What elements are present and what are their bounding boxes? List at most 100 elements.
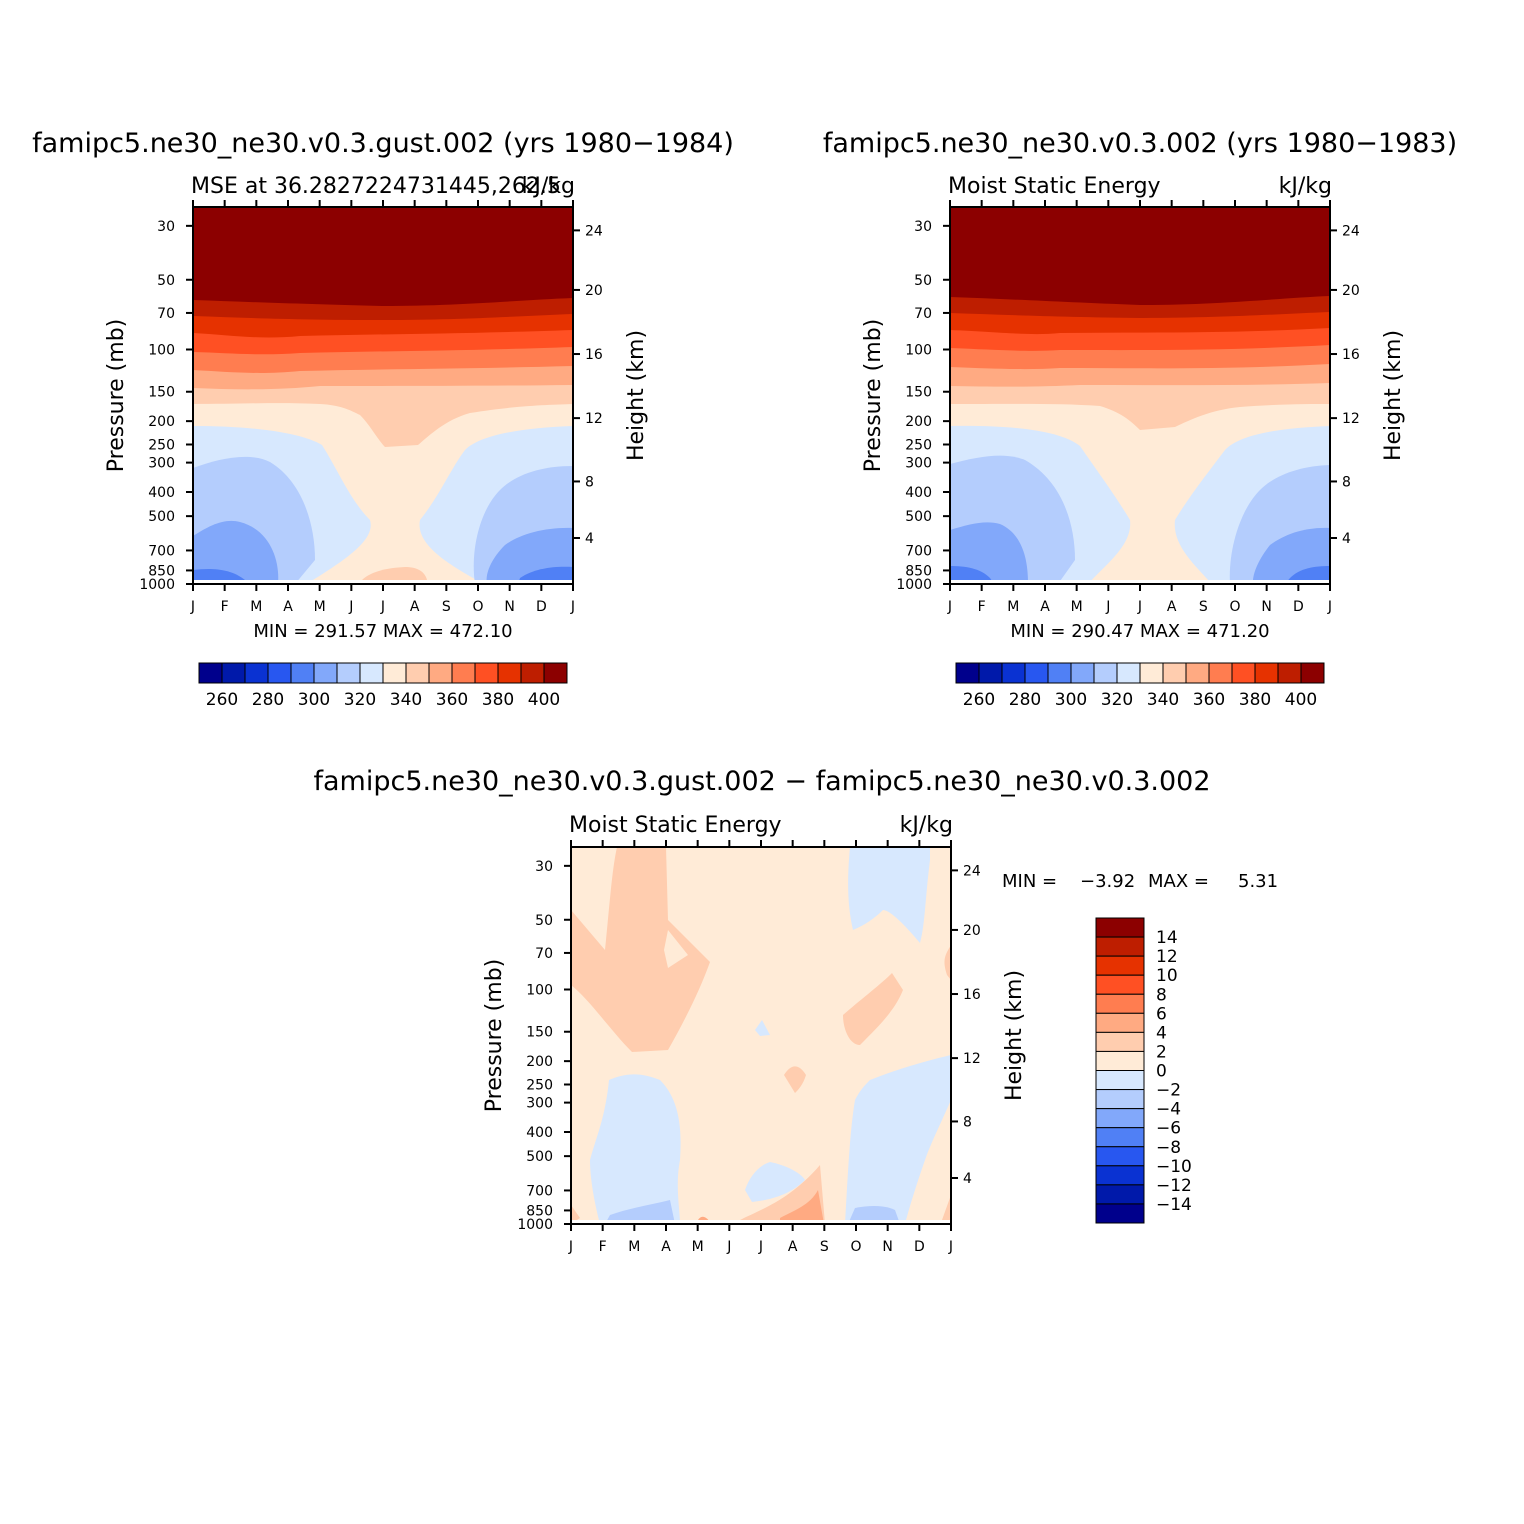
colorbar-box [1095, 1050, 1145, 1071]
panel-2: famipc5.ne30_ne30.v0.3.002 (yrs 1980−198… [823, 128, 1457, 710]
y-right-tick-label: 16 [963, 987, 981, 1003]
panel-3-right-label: kJ/kg [900, 813, 953, 838]
panel-1-colorbar: 260 280 300 320 340 360 380 400 [198, 662, 568, 710]
x-tick-label: M [314, 599, 326, 615]
y-right-tick-label: 16 [1342, 347, 1360, 363]
x-tick-label: O [472, 599, 483, 615]
panel-1-right-label: kJ/kg [522, 174, 575, 199]
y-tick-label: 150 [148, 385, 175, 401]
y-tick-label: 50 [157, 273, 175, 289]
x-tick-label: J [190, 599, 195, 615]
colorbar-box [451, 662, 476, 684]
colorbar-label: 14 [1156, 928, 1178, 948]
panel-1-stats: MIN = 291.57 MAX = 472.10 [253, 621, 512, 642]
y-axis-label: Pressure (mb) [861, 319, 886, 473]
x-tick-label: J [348, 599, 353, 615]
colorbar-label: −10 [1156, 1157, 1192, 1177]
colorbar-label: 400 [1285, 690, 1317, 710]
y-tick-label: 700 [526, 1183, 553, 1199]
x-tick-label: J [1105, 599, 1110, 615]
x-tick-label: D [914, 1239, 925, 1255]
colorbar-label: 260 [206, 690, 238, 710]
x-tick-label: M [692, 1239, 704, 1255]
y-tick-label: 100 [148, 343, 175, 359]
x-tick-label: N [504, 599, 514, 615]
y-right-tick-label: 4 [963, 1171, 972, 1187]
y-tick-label: 700 [905, 543, 932, 559]
y-tick-label: 200 [905, 414, 932, 430]
y-tick-label: 70 [914, 306, 932, 322]
y-tick-label: 250 [148, 438, 175, 454]
y-tick-label: 30 [157, 219, 175, 235]
colorbar-box [1277, 662, 1302, 684]
contour-fill [848, 1205, 900, 1224]
x-tick-label: J [758, 1239, 763, 1255]
y-tick-label: 100 [905, 343, 932, 359]
y-right-tick-label: 24 [585, 223, 603, 239]
x-tick-label: F [599, 1239, 607, 1255]
contour-fill [848, 847, 930, 943]
colorbar-box [955, 662, 980, 684]
y-right-tick-label: 20 [585, 283, 603, 299]
y-tick-label: 100 [526, 983, 553, 999]
panel-1-title: famipc5.ne30_ne30.v0.3.gust.002 (yrs 198… [32, 128, 734, 159]
x-tick-label: O [1229, 599, 1240, 615]
y-right-tick-label: 20 [1342, 283, 1360, 299]
y-axis-label: Pressure (mb) [104, 319, 129, 473]
contour-fill [605, 1200, 675, 1224]
colorbar-label: −6 [1156, 1119, 1181, 1139]
colorbar-box [1095, 974, 1145, 995]
colorbar-label: 300 [298, 690, 330, 710]
x-tick-label: S [820, 1239, 829, 1255]
y-tick-label: 200 [526, 1054, 553, 1070]
colorbar-box [1047, 662, 1072, 684]
y-tick-label: 1000 [896, 577, 932, 593]
y-right-tick-label: 24 [963, 863, 981, 879]
colorbar-box [1162, 662, 1187, 684]
contour-fill [664, 930, 688, 968]
panel-3-contours [571, 847, 951, 1224]
x-tick-label: F [221, 599, 229, 615]
colorbar-box [1116, 662, 1141, 684]
colorbar-box [1095, 1108, 1145, 1129]
y-tick-label: 700 [148, 543, 175, 559]
x-tick-label: J [570, 599, 575, 615]
colorbar-box [1095, 1089, 1145, 1110]
y-tick-label: 850 [905, 563, 932, 579]
x-tick-label: D [1293, 599, 1304, 615]
colorbar-box [267, 662, 292, 684]
panel-2-title: famipc5.ne30_ne30.v0.3.002 (yrs 1980−198… [823, 128, 1457, 159]
contour-fill [784, 1066, 806, 1093]
colorbar-box [1095, 1070, 1145, 1091]
contour-fill [362, 567, 427, 584]
y-tick-label: 400 [526, 1125, 553, 1141]
x-tick-label: M [250, 599, 262, 615]
panel-1-left-label: MSE at 36.2827224731445,262.5 [191, 174, 561, 199]
panel-3-stats-min-value: −3.92 [1080, 871, 1135, 892]
colorbar-box [1185, 662, 1210, 684]
colorbar-label: 260 [963, 690, 995, 710]
y-right-tick-label: 8 [585, 474, 594, 490]
x-tick-label: J [380, 599, 385, 615]
y-tick-label: 30 [914, 219, 932, 235]
contour-fill [843, 973, 903, 1045]
colorbar-box [382, 662, 407, 684]
colorbar-box [221, 662, 246, 684]
y-tick-label: 250 [905, 438, 932, 454]
x-tick-label: N [1261, 599, 1271, 615]
colorbar-box [1070, 662, 1095, 684]
colorbar-label: 280 [1009, 690, 1041, 710]
colorbar-box [1095, 1165, 1145, 1186]
colorbar-label: 400 [528, 690, 560, 710]
colorbar-label: 280 [252, 690, 284, 710]
colorbar-box [543, 662, 568, 684]
contour-fill [571, 847, 710, 1052]
colorbar-box [244, 662, 269, 684]
colorbar-label: 360 [1193, 690, 1225, 710]
colorbar-label: 0 [1156, 1062, 1167, 1082]
y-right-tick-label: 12 [1342, 411, 1360, 427]
x-tick-label: A [661, 1239, 671, 1255]
y-tick-label: 250 [526, 1078, 553, 1094]
colorbar-label: 340 [1147, 690, 1179, 710]
